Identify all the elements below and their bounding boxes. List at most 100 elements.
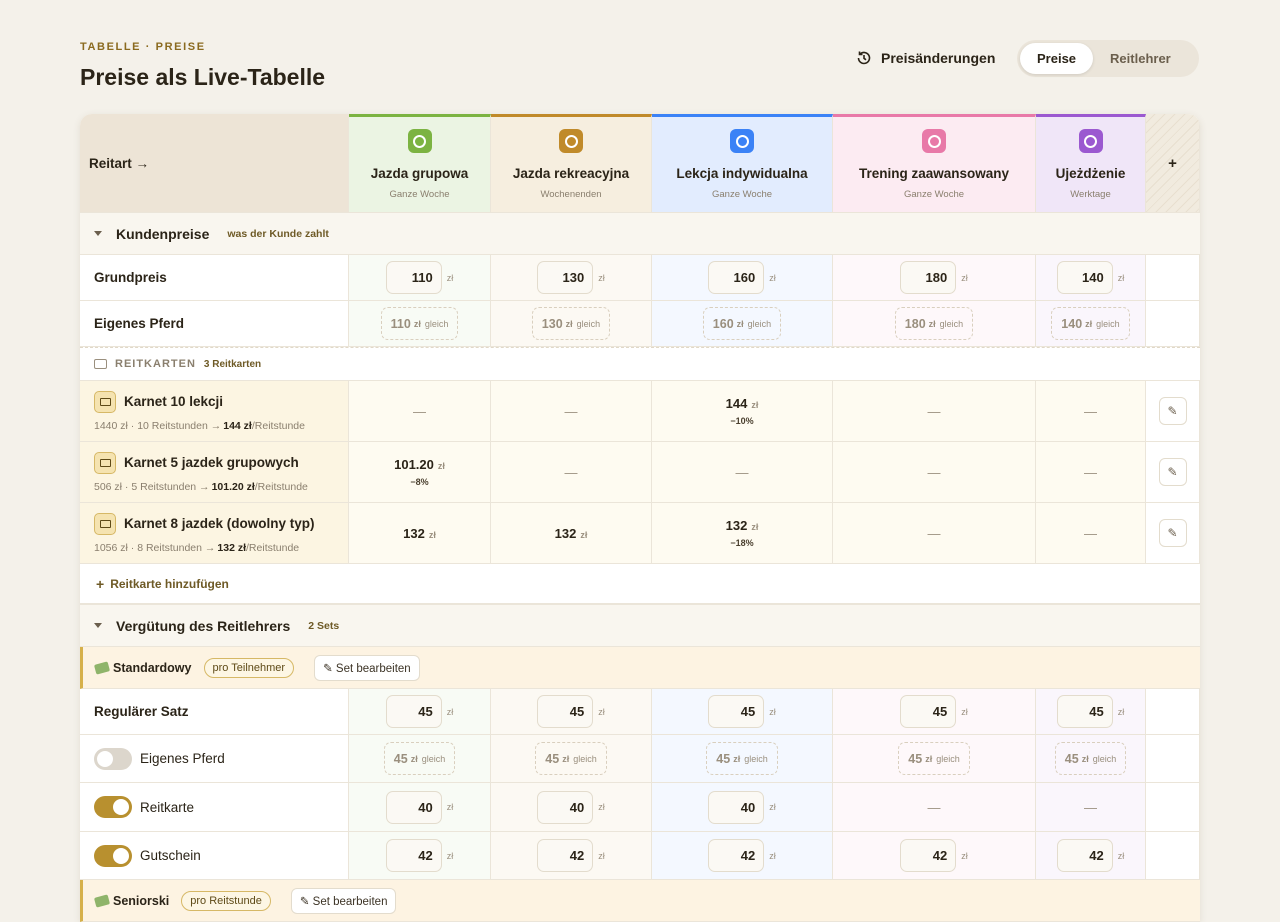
currency: zł [437, 461, 445, 471]
currency: zł [446, 706, 454, 717]
currency: zł [769, 272, 776, 283]
card-price: 132 zł [726, 518, 759, 533]
section-header[interactable]: Kundenpreise was der Kunde zahlt [80, 213, 1200, 255]
add-column[interactable]: + [1146, 114, 1200, 212]
price-input[interactable]: 45 [1056, 695, 1113, 728]
column-name: Jazda grupowa [370, 166, 469, 181]
price-input[interactable]: 140 [1056, 261, 1113, 294]
price-cell: 42 zł [491, 832, 652, 879]
card-icon-glyph [99, 519, 111, 528]
price-cell: 110 zł [349, 255, 491, 300]
history-icon [857, 51, 871, 65]
price-input[interactable]: 130 [537, 261, 594, 294]
card-detail: 1440 zł · 10 Reitstunden → 144 zł/Reitstu… [94, 420, 305, 432]
row-label: Reitkarte [140, 799, 195, 815]
column-schedule: Wochenenden [540, 189, 602, 200]
card-price-cell: — [1036, 381, 1146, 441]
column-icon [407, 129, 432, 153]
price-cell: 42 zł [833, 832, 1036, 879]
caret [94, 231, 102, 236]
price-cell: 42 zł [1036, 832, 1146, 879]
price-cell: 45 zł gleich [349, 735, 491, 782]
column-header[interactable]: Ujeżdżenie Werktage [1036, 114, 1146, 212]
set-header: Seniorski pro Reitstunde ✎ Set bearbeiten [80, 880, 1200, 922]
price-input[interactable]: 42 [708, 839, 765, 872]
column-header[interactable]: Jazda rekreacyjna Wochenenden [491, 114, 652, 212]
currency: zł [961, 850, 968, 861]
set-edit[interactable]: ✎ Set bearbeiten [314, 654, 420, 681]
price-cell: 45 zł [491, 689, 652, 734]
empty: — [413, 403, 426, 419]
card-price-cell: 132 zł [349, 503, 491, 563]
column-header[interactable]: Lekcja indywidualna Ganze Woche [652, 114, 833, 212]
same-note: gleich [573, 753, 597, 764]
card-price-cell: — [833, 381, 1036, 441]
history-button[interactable]: Preisänderungen [855, 49, 995, 67]
toggle[interactable] [94, 747, 132, 770]
add-column-cell [1146, 783, 1200, 831]
currency: zł [751, 400, 759, 410]
toggle[interactable] [94, 796, 132, 818]
price-input[interactable]: 160 [708, 261, 765, 294]
edit-button[interactable]: ✎ [1158, 519, 1187, 547]
column-header[interactable]: Jazda grupowa Ganze Woche [349, 114, 491, 212]
set-edit[interactable]: ✎ Set bearbeiten [290, 887, 397, 914]
price-value: 101.20 [394, 457, 434, 472]
empty: — [1084, 525, 1097, 541]
add-label: Reitkarte hinzufügen [110, 576, 229, 591]
column-schedule: Ganze Woche [903, 189, 965, 200]
price-cell: 160 zł gleich [652, 301, 833, 346]
eyebrow: TABELLE · PREISE [80, 41, 206, 53]
card-price-cell: — [349, 381, 491, 441]
price-cell: 40 zł [349, 783, 491, 831]
discount: −8% [410, 477, 429, 487]
price-input[interactable]: 40 [708, 790, 765, 824]
card-name: Karnet 8 jazdek (dowolny typ) [124, 516, 315, 531]
price-input[interactable]: 45 [708, 695, 765, 728]
same-note: gleich [747, 318, 772, 329]
price-input[interactable]: 45 [900, 695, 957, 728]
edit-button[interactable]: ✎ [1158, 397, 1187, 425]
card-icon [94, 451, 116, 474]
cards-title: REITKARTEN [115, 358, 196, 370]
price-input[interactable]: 45 [537, 695, 594, 728]
price-input[interactable]: 42 [385, 839, 442, 872]
price-input[interactable]: 45 [385, 695, 442, 728]
column-icon [559, 129, 583, 153]
card-price-cell: — [833, 442, 1036, 502]
card-price-cell: 101.20 zł −8% [349, 442, 491, 502]
price-input[interactable]: 42 [1056, 839, 1113, 872]
price-input[interactable]: 40 [385, 790, 442, 824]
empty: — [1084, 799, 1097, 815]
price-input[interactable]: 40 [537, 790, 594, 824]
price-value: 110 [390, 316, 411, 331]
section-header[interactable]: Vergütung des Reitlehrers 2 Sets [80, 605, 1200, 647]
tab[interactable]: Reitlehrer [1110, 51, 1171, 66]
column-name: Jazda rekreacyjna [512, 166, 630, 181]
add-card[interactable]: + Reitkarte hinzufügen [80, 564, 1200, 605]
discount: −10% [730, 416, 754, 426]
card-label-cell: Karnet 10 lekcji 1440 zł · 10 Reitstunden… [80, 381, 349, 441]
tab-active[interactable]: Preise [1020, 43, 1094, 74]
card-row: Karnet 5 jazdek grupowych 506 zł · 5 Reit… [80, 442, 1200, 503]
inherited-price: 45 zł gleich [706, 742, 778, 775]
price-cell: 45 zł gleich [652, 735, 833, 782]
price-input[interactable]: 42 [900, 839, 957, 872]
empty: — [927, 403, 941, 419]
history-label: Preisänderungen [881, 50, 996, 66]
add-column-cell [1146, 832, 1200, 879]
card-detail-text: 1056 zł · 8 Reitstunden → [94, 541, 216, 554]
price-input[interactable]: 110 [385, 261, 442, 294]
edit-cell: ✎ [1146, 503, 1200, 563]
toggle-knob [97, 750, 113, 767]
price-input[interactable]: 42 [537, 839, 594, 872]
edit-button[interactable]: ✎ [1158, 458, 1187, 486]
set-header: Standardowy pro Teilnehmer ✎ Set bearbeite… [80, 647, 1200, 689]
ticket-icon [94, 359, 107, 369]
column-header[interactable]: Trening zaawansowany Ganze Woche [833, 114, 1036, 212]
table-row: Reitkarte 40 zł 40 zł 40 zł — — [80, 783, 1200, 832]
caret [94, 623, 102, 628]
price-cell: 42 zł [349, 832, 491, 879]
toggle[interactable] [94, 844, 132, 867]
price-input[interactable]: 180 [900, 261, 957, 294]
